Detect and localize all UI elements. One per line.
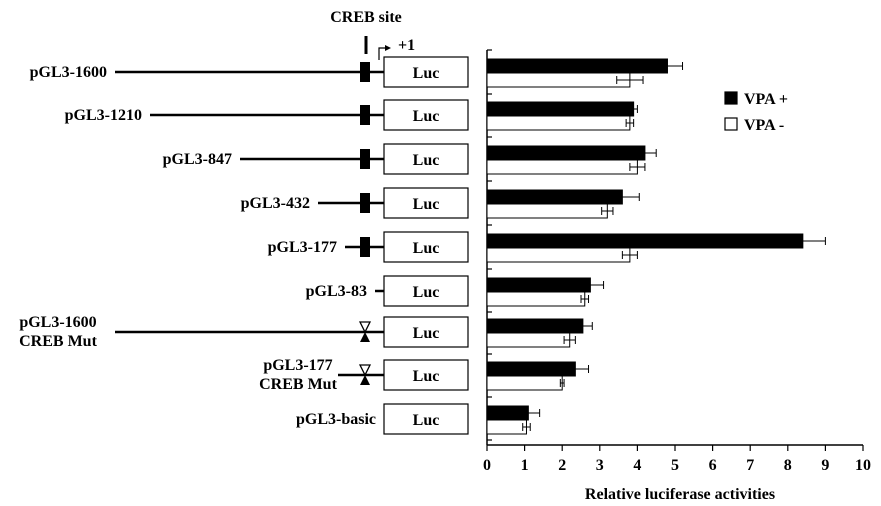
- construct-row: pGL3-847 Luc: [163, 143, 469, 175]
- bar-vpa-minus: [486, 72, 631, 88]
- creb-mut-marker: [358, 364, 372, 377]
- creb-site-box: [360, 62, 370, 82]
- luc-box: [383, 56, 469, 88]
- legend-label: VPA -: [744, 117, 784, 134]
- luc-box: [383, 403, 469, 435]
- construct-row: pGL3-1600 Luc: [30, 56, 469, 88]
- x-tick-label: 5: [671, 457, 679, 474]
- x-tick-label: 6: [709, 457, 717, 474]
- construct-label: pGL3-basic: [296, 411, 376, 428]
- construct-row: pGL3-432 Luc: [241, 187, 469, 219]
- construct-row: pGL3-177 Luc: [268, 231, 469, 263]
- luc-label: Luc: [413, 196, 440, 213]
- creb-site-box: [360, 237, 370, 257]
- luc-label: Luc: [413, 108, 440, 125]
- legend-swatch: [724, 117, 738, 131]
- luc-label: Luc: [413, 152, 440, 169]
- legend-swatch: [724, 91, 738, 105]
- tss-arrow-head: [385, 45, 391, 51]
- luc-box: [383, 143, 469, 175]
- construct-label: pGL3-847: [163, 151, 232, 168]
- luc-label: Luc: [413, 240, 440, 257]
- luc-label: Luc: [413, 284, 440, 301]
- construct-label: pGL3-1600: [30, 64, 107, 81]
- construct-label: pGL3-1210: [65, 107, 142, 124]
- luc-box: [383, 99, 469, 131]
- construct-row: pGL3-1210 Luc: [65, 99, 469, 131]
- construct-row: pGL3-basic Luc: [296, 403, 469, 435]
- x-tick-label: 3: [596, 457, 604, 474]
- bar-vpa-minus: [486, 419, 527, 435]
- x-tick-label: 4: [633, 457, 641, 474]
- x-tick-label: 9: [821, 457, 829, 474]
- luc-box: [383, 359, 469, 391]
- legend: VPA + VPA -: [724, 91, 788, 134]
- bar-vpa-plus: [486, 189, 623, 205]
- bar-vpa-plus: [486, 233, 804, 249]
- bar-vpa-plus: [486, 101, 635, 117]
- luc-box: [383, 275, 469, 307]
- creb-site-box: [360, 149, 370, 169]
- construct-label-mut: CREB Mut: [259, 376, 337, 393]
- luc-box: [383, 231, 469, 263]
- bar-vpa-plus: [486, 145, 646, 161]
- luc-box: [383, 316, 469, 348]
- x-tick-label: 7: [746, 457, 754, 474]
- x-tick-label: 8: [784, 457, 792, 474]
- creb-site-box: [360, 105, 370, 125]
- tss-label: +1: [398, 37, 415, 54]
- construct-row: pGL3-83 Luc: [306, 275, 469, 307]
- x-tick-label: 2: [558, 457, 566, 474]
- bar-vpa-minus: [486, 291, 586, 307]
- construct-label-mut: CREB Mut: [19, 333, 97, 350]
- luc-label: Luc: [413, 65, 440, 82]
- luc-label: Luc: [413, 325, 440, 342]
- x-tick-label: 10: [855, 457, 871, 474]
- creb-mut-marker: [358, 321, 372, 334]
- bar-vpa-minus: [486, 332, 571, 348]
- legend-label: VPA +: [744, 91, 788, 108]
- creb-site-box: [360, 193, 370, 213]
- construct-label: pGL3-177: [263, 357, 332, 374]
- creb-mut-marker: [360, 332, 370, 342]
- bar-vpa-minus: [486, 115, 631, 131]
- x-tick-label: 0: [483, 457, 491, 474]
- bar-chart: 0 1 2 3 4 5 6 7 8 9 10 Relative luciferase activiti…: [483, 49, 871, 503]
- luc-label: Luc: [413, 412, 440, 429]
- bar-vpa-minus: [486, 375, 563, 391]
- bar-vpa-minus: [486, 247, 631, 263]
- bar-vpa-plus: [486, 277, 591, 293]
- bar-vpa-minus: [486, 203, 608, 219]
- construct-label: pGL3-83: [306, 283, 367, 300]
- construct-label: pGL3-432: [241, 195, 310, 212]
- construct-label: pGL3-1600: [19, 314, 96, 331]
- luc-label: Luc: [413, 368, 440, 385]
- bar-vpa-plus: [486, 58, 668, 74]
- creb-site-label: CREB site: [330, 9, 402, 26]
- bar-vpa-plus: [486, 318, 584, 334]
- x-tick-label: 1: [521, 457, 529, 474]
- x-axis-title: Relative luciferase activities: [585, 486, 775, 503]
- construct-label: pGL3-177: [268, 239, 337, 256]
- luc-box: [383, 187, 469, 219]
- bar-vpa-minus: [486, 159, 638, 175]
- construct-row: pGL3-1600 CREB Mut Luc: [19, 314, 469, 350]
- construct-row: pGL3-177 CREB Mut Luc: [259, 357, 469, 393]
- creb-mut-marker: [360, 375, 370, 385]
